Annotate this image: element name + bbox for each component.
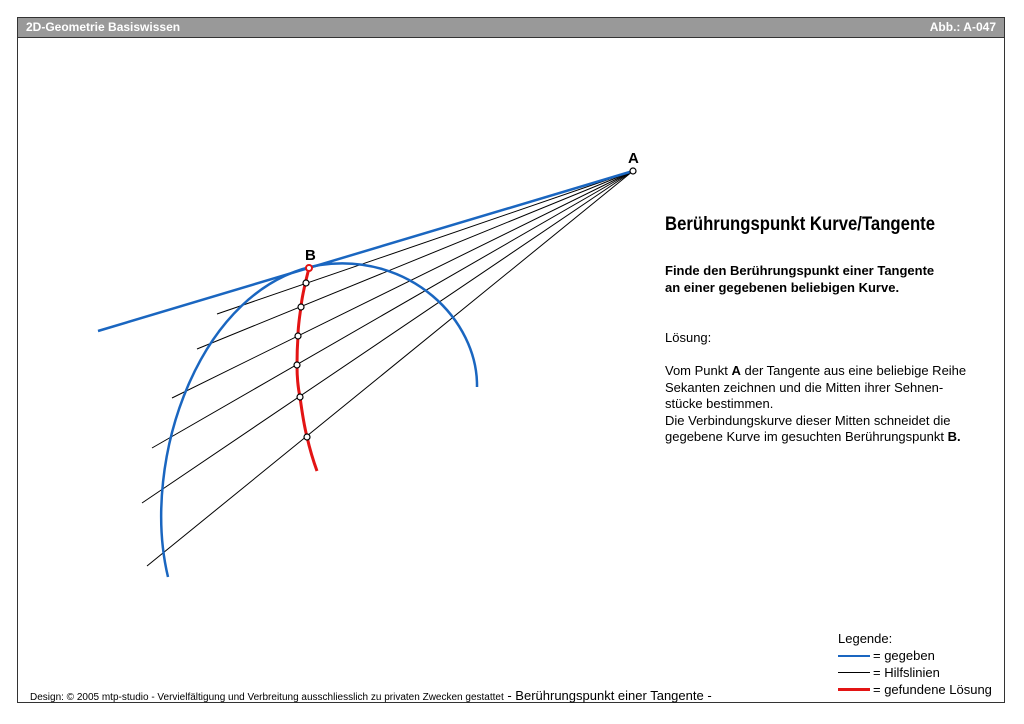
point-a-label: A xyxy=(628,150,639,167)
midpoints xyxy=(293,279,311,441)
diagram-title: Berührungspunkt Kurve/Tangente xyxy=(665,214,936,235)
secant-line xyxy=(141,170,634,504)
point-ref: B. xyxy=(947,429,961,444)
point-a-marker xyxy=(629,167,637,175)
secant-line xyxy=(196,170,634,350)
midpoint xyxy=(294,332,302,340)
legend-swatch xyxy=(838,672,870,673)
legend-label: = gegeben xyxy=(873,648,935,663)
legend-swatch xyxy=(838,654,870,657)
footer-caption: - Berührungspunkt einer Tangente - xyxy=(503,688,712,703)
footer: Design: © 2005 mtp-studio - Vervielfälti… xyxy=(30,688,712,703)
legend: Legende: = gegeben = Hilfslinien = gefun… xyxy=(838,630,992,698)
solution-line: Vom Punkt A der Tangente aus eine belieb… xyxy=(665,363,966,380)
point-b-label: B xyxy=(305,247,316,264)
secant-line xyxy=(146,170,634,567)
text: Vom Punkt xyxy=(665,363,732,378)
solution-text: Vom Punkt A der Tangente aus eine belieb… xyxy=(665,363,966,446)
midpoint xyxy=(297,303,305,311)
header-title: 2D-Geometrie Basiswissen xyxy=(26,20,181,34)
footer-credit: Design: © 2005 mtp-studio - Vervielfälti… xyxy=(30,692,504,703)
secant-line xyxy=(216,170,634,315)
midpoint xyxy=(293,361,301,369)
text: der Tangente aus eine beliebige Reihe xyxy=(740,363,967,378)
midpoint xyxy=(302,279,310,287)
legend-item-auxiliary: = Hilfslinien xyxy=(838,664,992,681)
legend-label: = gefundene Lösung xyxy=(873,682,992,697)
legend-swatch xyxy=(838,688,870,691)
secant-line xyxy=(171,170,634,399)
task-line: an einer gegebenen beliebigen Kurve. xyxy=(665,280,900,295)
header-bar: 2D-Geometrie Basiswissen Abb.: A-047 xyxy=(17,17,1005,38)
midpoint xyxy=(303,433,311,441)
task-description: Finde den Berührungspunkt einer Tangente… xyxy=(665,262,934,296)
solution-label: Lösung: xyxy=(665,330,712,345)
solution-line: gegebene Kurve im gesuchten Berührungspu… xyxy=(665,429,966,446)
text: gegebene Kurve im gesuchten Berührungspu… xyxy=(665,429,948,444)
secant-line xyxy=(151,170,634,449)
figure-id: Abb.: A-047 xyxy=(929,20,996,34)
solution-line: stücke bestimmen. xyxy=(665,396,774,411)
midpoint xyxy=(296,393,304,401)
solution-line: Sekanten zeichnen und die Mitten ihrer S… xyxy=(665,379,944,395)
legend-item-solution: = gefundene Lösung xyxy=(838,681,992,698)
legend-item-given: = gegeben xyxy=(838,647,992,664)
task-line: Finde den Berührungspunkt einer Tangente xyxy=(665,263,935,278)
tangent-line xyxy=(97,169,634,333)
solution-line: Die Verbindungskurve dieser Mitten schne… xyxy=(665,412,951,428)
given-curve xyxy=(160,262,479,578)
legend-label: = Hilfslinien xyxy=(873,665,940,680)
secant-lines xyxy=(141,170,634,567)
point-b-marker xyxy=(305,264,313,272)
point-ref: A xyxy=(731,363,741,378)
legend-title: Legende: xyxy=(838,631,893,646)
